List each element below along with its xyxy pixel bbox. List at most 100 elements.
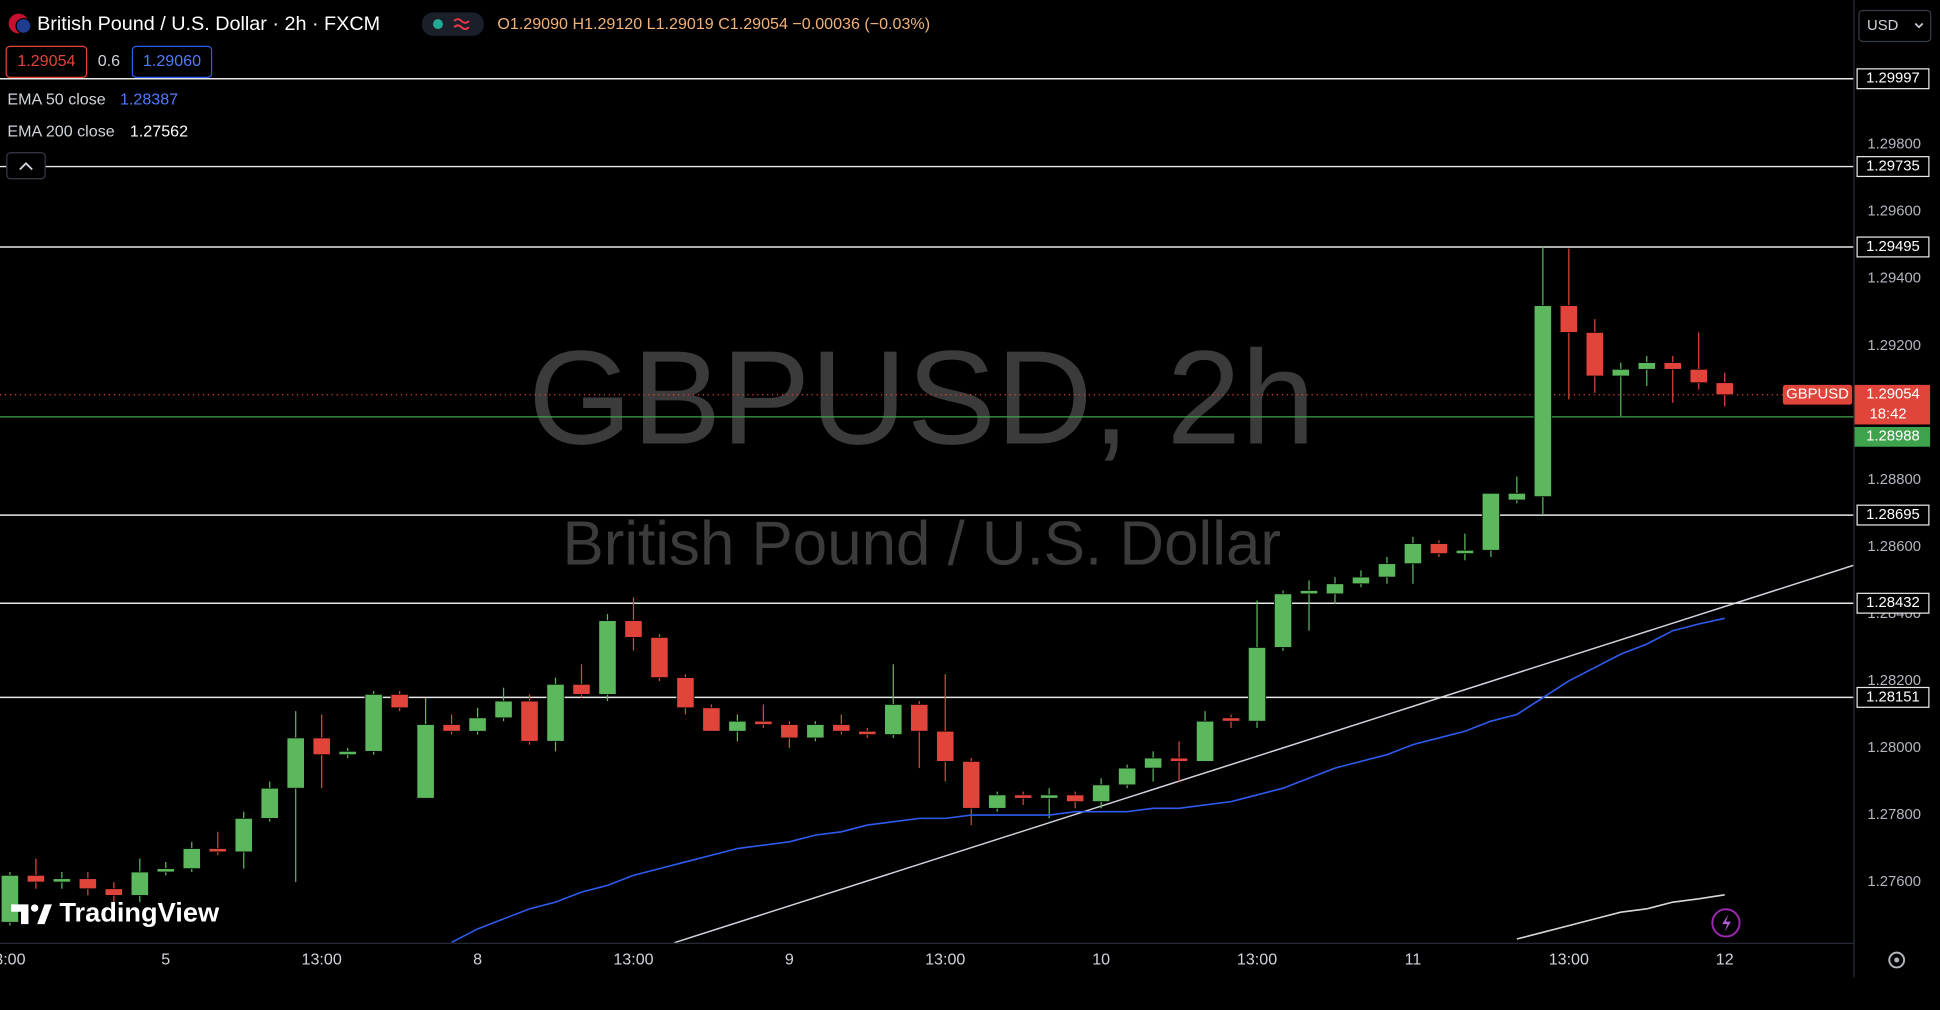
x-tick-label: 5: [161, 950, 170, 968]
candle-body: [572, 683, 591, 695]
candle-body: [312, 737, 331, 756]
indicator-line: [1516, 893, 1725, 940]
collapse-button[interactable]: [6, 152, 46, 180]
candle-body: [1611, 368, 1630, 377]
logo-mark: [11, 904, 29, 925]
candle-body: [702, 707, 721, 732]
candle-body: [234, 817, 253, 853]
level-label: 1.29997: [1866, 71, 1920, 87]
candle-body: [624, 620, 643, 638]
candle-body: [1040, 794, 1059, 799]
status-pill[interactable]: [421, 12, 484, 36]
alerts-button[interactable]: [1711, 908, 1741, 938]
y-tick-label: 1.28200: [1867, 673, 1921, 689]
candle-body: [1273, 593, 1293, 648]
level-label-box: [1856, 592, 1930, 614]
candle-body: [390, 694, 409, 709]
last-price-box: [1854, 384, 1931, 425]
candle-body: [962, 761, 981, 809]
candle-body: [1585, 332, 1604, 377]
candle-body: [494, 700, 513, 719]
symbol-tag-label: GBPUSD: [1786, 387, 1849, 403]
watermark-symbol: GBPUSD, 2h: [528, 324, 1315, 473]
trend-line: [674, 564, 1854, 943]
level-label: 1.28432: [1866, 595, 1920, 611]
level-label: 1.29495: [1866, 239, 1920, 255]
candle-body: [1351, 576, 1371, 585]
candle-body: [910, 704, 929, 732]
price-axis: 1.276001.278001.280001.282001.284001.286…: [1854, 68, 1931, 890]
candle-body: [1377, 563, 1396, 578]
indicator-line: [451, 617, 1725, 943]
watermark-description: British Pound / U.S. Dollar: [563, 509, 1281, 578]
logo-mark: [30, 904, 39, 912]
y-tick-label: 1.28800: [1867, 472, 1921, 488]
ref-price-box: [1854, 426, 1931, 447]
candle-body: [286, 737, 305, 789]
delay-icon: [453, 18, 470, 30]
lightning-icon: [1722, 914, 1731, 932]
candle-body: [130, 871, 149, 896]
candle-body: [1299, 590, 1319, 595]
candle-body: [1689, 368, 1708, 384]
candle-body: [1248, 647, 1267, 722]
candle-body: [1092, 784, 1111, 802]
candle-body: [728, 720, 747, 732]
candle-body: [442, 724, 461, 732]
y-tick-label: 1.29800: [1867, 137, 1921, 153]
currency-dropdown[interactable]: [1858, 9, 1932, 43]
candle-body: [338, 750, 357, 756]
symbol-tag: [1782, 384, 1853, 405]
candle-body: [416, 724, 435, 799]
level-label-box: [1856, 236, 1930, 258]
candle-body: [520, 700, 539, 742]
candle-body: [1144, 757, 1163, 769]
candle-body: [1533, 305, 1552, 498]
candle-body: [1014, 794, 1033, 799]
candle-body: [156, 868, 175, 873]
y-tick-label: 1.29600: [1867, 204, 1921, 220]
candle-body: [26, 874, 45, 883]
sell-price: 1.29054: [17, 52, 75, 70]
candle-body: [260, 787, 279, 819]
countdown-label: 18:42: [1869, 406, 1906, 422]
ref-price-label: 1.28988: [1866, 429, 1920, 445]
flag-icon: [15, 17, 32, 35]
candle-body: [1429, 543, 1448, 554]
x-tick-label: 13:00: [302, 950, 342, 968]
y-tick-label: 1.28600: [1867, 539, 1921, 555]
currency-label: USD: [1867, 18, 1898, 34]
sell-button[interactable]: [5, 45, 88, 78]
candle-body: [754, 720, 773, 725]
level-label: 1.28151: [1866, 689, 1920, 705]
brand-name: TradingView: [59, 896, 220, 927]
level-label-box: [1856, 686, 1930, 708]
candle-body: [78, 878, 97, 890]
candle-body: [1196, 720, 1215, 762]
x-tick-label: 13:00: [1549, 950, 1589, 968]
candle-body: [1403, 543, 1422, 565]
dropdown-icon: [1914, 22, 1924, 29]
candle-body: [780, 724, 799, 739]
last-price-label: 1.29054: [1866, 387, 1920, 403]
y-tick-label: 1.29200: [1867, 338, 1921, 354]
candle-body: [858, 730, 877, 735]
x-tick-label: 10: [1092, 950, 1110, 968]
x-tick-label: 8: [473, 950, 482, 968]
header: British Pound / U.S. Dollar · 2h · FXCM …: [5, 12, 930, 180]
candle-body: [676, 677, 695, 709]
spread: 0.6: [98, 52, 120, 70]
x-tick-label: 11: [1405, 950, 1422, 968]
candle-body: [104, 888, 123, 896]
market-open-dot: [433, 19, 443, 30]
buy-button[interactable]: [131, 45, 213, 78]
candle-body: [1507, 492, 1526, 501]
indicator-value: 1.27562: [130, 123, 188, 141]
candle-body: [1222, 717, 1241, 722]
candle-body: [1481, 492, 1500, 551]
settings-button[interactable]: [1888, 951, 1906, 969]
level-label: 1.28695: [1866, 507, 1920, 523]
